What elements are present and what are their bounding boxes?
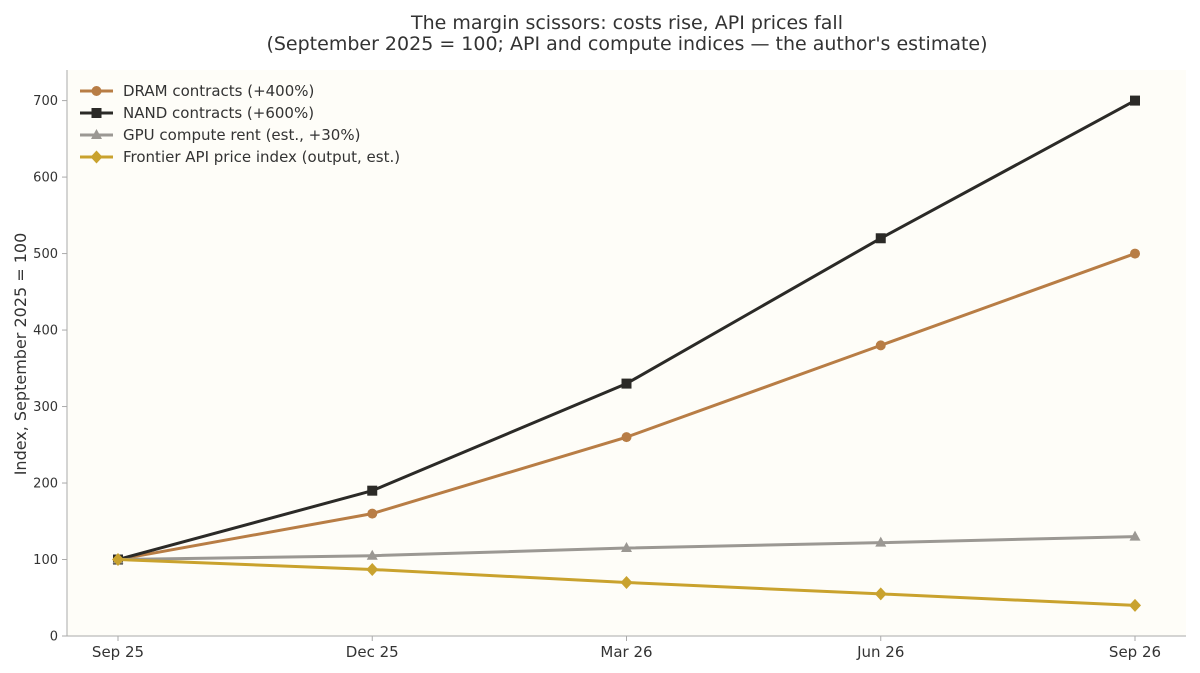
y-tick-label: 100 xyxy=(33,553,58,568)
data-point xyxy=(1130,248,1140,259)
y-axis-label: Index, September 2025 = 100 xyxy=(11,233,30,476)
data-point xyxy=(112,553,124,567)
data-point xyxy=(875,233,886,244)
x-tick-label: Dec 25 xyxy=(346,643,399,661)
legend-item: NAND contracts (+600%) xyxy=(80,104,314,122)
data-point xyxy=(1129,530,1141,541)
x-tick-label: Mar 26 xyxy=(600,643,652,661)
legend-marker xyxy=(90,150,103,164)
legend-label: DRAM contracts (+400%) xyxy=(123,82,314,100)
data-point xyxy=(621,432,632,443)
x-tick-label: Jun 26 xyxy=(856,643,904,661)
y-tick-label: 400 xyxy=(33,324,58,339)
series-3 xyxy=(112,553,1141,612)
data-point xyxy=(367,508,378,519)
data-point xyxy=(874,587,887,601)
chart-subtitle: (September 2025 = 100; API and compute i… xyxy=(266,33,987,55)
y-tick-label: 0 xyxy=(50,630,58,645)
legend-label: NAND contracts (+600%) xyxy=(123,104,314,122)
legend-item: Frontier API price index (output, est.) xyxy=(80,148,400,166)
chart-title: The margin scissors: costs rise, API pri… xyxy=(410,12,843,34)
y-tick-label: 300 xyxy=(33,400,58,415)
data-point xyxy=(621,542,632,553)
data-point xyxy=(875,340,886,351)
data-point xyxy=(1129,598,1141,612)
data-point xyxy=(366,562,379,576)
data-point xyxy=(621,378,632,389)
legend-label: Frontier API price index (output, est.) xyxy=(123,148,400,166)
series-layer xyxy=(112,95,1141,612)
x-tick-label: Sep 26 xyxy=(1109,643,1161,661)
legend-marker xyxy=(91,129,102,139)
y-tick-label: 200 xyxy=(33,477,58,492)
axes: 0 100 200 300 400 500 600 700 Sep 25 Dec 25 Mar 26… xyxy=(33,70,1186,661)
data-point xyxy=(1130,95,1140,106)
legend: DRAM contracts (+400%) NAND contracts (+6… xyxy=(80,82,400,166)
y-tick-label: 700 xyxy=(33,94,58,109)
data-point xyxy=(875,536,887,547)
data-point xyxy=(366,549,378,560)
legend-item: DRAM contracts (+400%) xyxy=(80,82,314,100)
y-tick-label: 600 xyxy=(33,171,58,186)
legend-marker xyxy=(91,108,102,118)
y-tick-label: 500 xyxy=(33,247,58,262)
data-point xyxy=(620,575,633,589)
legend-item: GPU compute rent (est., +30%) xyxy=(80,126,360,144)
legend-label: GPU compute rent (est., +30%) xyxy=(123,126,360,144)
plot-area xyxy=(67,70,1186,636)
x-tick-label: Sep 25 xyxy=(92,643,144,661)
data-point xyxy=(367,485,378,496)
legend-marker xyxy=(91,86,102,96)
